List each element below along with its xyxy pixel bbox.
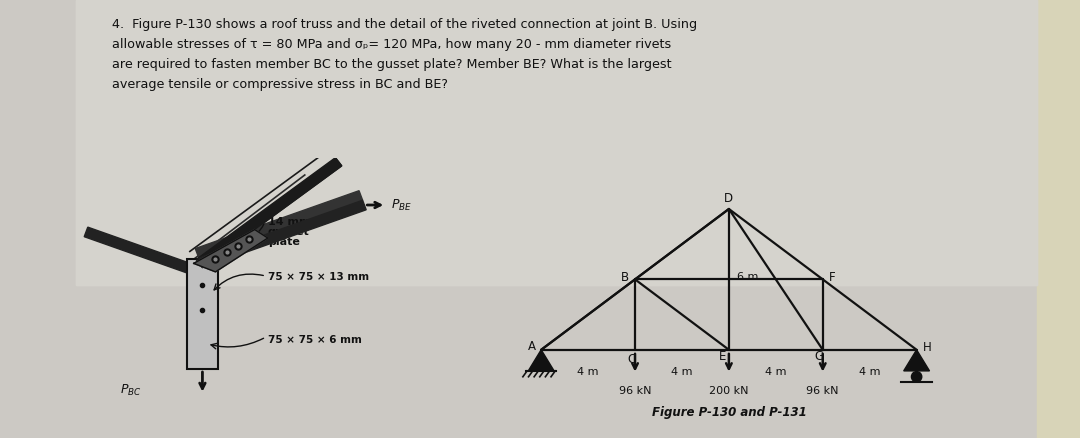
Bar — [1037, 0, 1080, 438]
Text: 96 kN: 96 kN — [807, 386, 839, 396]
Bar — [187, 259, 218, 369]
Text: H: H — [922, 341, 932, 354]
Text: 4 m: 4 m — [765, 367, 786, 378]
Text: $P_{BE}$: $P_{BE}$ — [391, 198, 411, 212]
Text: Figure P-130 and P-131: Figure P-130 and P-131 — [651, 406, 807, 419]
Text: G: G — [814, 350, 824, 363]
Text: 4.  Figure P-130 shows a roof truss and the detail of the riveted connection at : 4. Figure P-130 shows a roof truss and t… — [112, 18, 697, 31]
Text: 4 m: 4 m — [859, 367, 880, 378]
Text: 200 kN: 200 kN — [710, 386, 748, 396]
Polygon shape — [193, 230, 268, 272]
Text: B: B — [620, 271, 629, 283]
Text: average tensile or compressive stress in BC and BE?: average tensile or compressive stress in… — [112, 78, 448, 91]
Polygon shape — [199, 200, 366, 268]
Bar — [76, 0, 1037, 285]
Text: 6 m: 6 m — [737, 272, 758, 282]
Polygon shape — [195, 191, 363, 258]
Text: plate: plate — [268, 237, 299, 247]
Bar — [76, 0, 1037, 285]
Polygon shape — [197, 158, 341, 268]
Polygon shape — [904, 350, 930, 371]
Text: D: D — [725, 192, 733, 205]
Text: F: F — [828, 271, 836, 283]
Text: 14 mm: 14 mm — [268, 217, 310, 227]
Text: gusset: gusset — [268, 227, 310, 237]
Polygon shape — [528, 350, 554, 371]
Text: 75 × 75 × 13 mm: 75 × 75 × 13 mm — [268, 272, 369, 282]
Text: 4 m: 4 m — [578, 367, 598, 378]
Text: E: E — [719, 350, 727, 363]
Text: 75 × 75 × 6 mm: 75 × 75 × 6 mm — [268, 336, 362, 345]
Text: 96 kN: 96 kN — [619, 386, 651, 396]
Polygon shape — [84, 227, 202, 277]
Text: A: A — [528, 340, 536, 353]
Circle shape — [912, 371, 921, 382]
Text: $P_{BC}$: $P_{BC}$ — [120, 383, 141, 398]
Text: are required to fasten member BC to the gusset plate? Member BE? What is the lar: are required to fasten member BC to the … — [112, 58, 672, 71]
Text: C: C — [627, 353, 636, 366]
Text: 4 m: 4 m — [671, 367, 692, 378]
Text: allowable stresses of τ = 80 MPa and σₚ= 120 MPa, how many 20 - mm diameter rive: allowable stresses of τ = 80 MPa and σₚ=… — [112, 38, 672, 51]
